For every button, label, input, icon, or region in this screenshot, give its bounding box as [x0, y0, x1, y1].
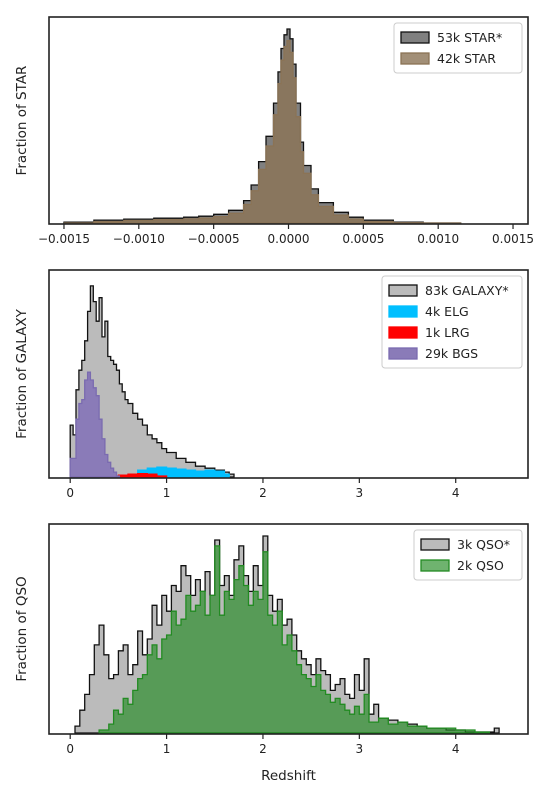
x-tick-label: 0.0005: [342, 232, 384, 246]
legend-label: 53k STAR*: [437, 30, 502, 45]
series-83k-galaxy-: [69, 285, 235, 478]
x-tick-label: 3: [356, 742, 364, 756]
legend-swatch: [388, 326, 418, 339]
legend-swatch: [400, 52, 430, 65]
axes-frame: [48, 523, 529, 735]
legend: 3k QSO* 2k QSO: [413, 529, 523, 581]
legend-label: 42k STAR: [437, 51, 496, 66]
legend: 53k STAR* 42k STAR: [393, 22, 523, 74]
x-tick-label: 4: [452, 742, 460, 756]
x-tick-label: 0.0000: [268, 232, 310, 246]
series-42k-star: [64, 40, 462, 225]
legend-swatch: [420, 538, 450, 551]
legend-swatch: [400, 31, 430, 44]
x-tick-label: 2: [259, 742, 267, 756]
panel-2: 0 1 2 3 4 Fraction of GALAXY 83k GALAXY* 4k ELG…: [14, 269, 529, 500]
x-tick-label: 2: [259, 486, 267, 500]
y-axis-label: Fraction of QSO: [14, 576, 30, 681]
x-tick-label: 0: [66, 486, 74, 500]
legend-label: 2k QSO: [457, 558, 504, 573]
legend-label: 83k GALAXY*: [425, 283, 509, 298]
legend: 83k GALAXY* 4k ELG 1k LRG 29k BGS: [381, 275, 523, 369]
series-2k-qso: [98, 545, 491, 734]
x-tick-label: 0.0010: [417, 232, 459, 246]
legend-box: [381, 275, 523, 369]
x-tick-label: −0.0015: [38, 232, 90, 246]
x-tick-label: 0.0015: [492, 232, 534, 246]
legend-swatch: [420, 559, 450, 572]
panel-3: 0 1 2 3 4 Fraction of QSO Redshift 3k QSO* 2k QS…: [14, 523, 529, 784]
legend-label: 1k LRG: [425, 325, 470, 340]
y-axis-label: Fraction of STAR: [14, 66, 30, 176]
legend-label: 3k QSO*: [457, 537, 510, 552]
axes-frame: [48, 269, 529, 479]
x-tick-label: 4: [452, 486, 460, 500]
legend-swatch: [388, 284, 418, 297]
x-tick-label: −0.0010: [113, 232, 165, 246]
x-axis-label: Redshift: [261, 768, 316, 784]
y-axis-label: Fraction of GALAXY: [14, 308, 30, 438]
x-tick-label: 3: [356, 486, 364, 500]
x-tick-label: −0.0005: [188, 232, 240, 246]
legend-swatch: [388, 305, 418, 318]
x-tick-label: 1: [163, 486, 171, 500]
x-tick-label: 0: [66, 742, 74, 756]
legend-swatch: [388, 347, 418, 360]
x-tick-label: 1: [163, 742, 171, 756]
legend-label: 29k BGS: [425, 346, 478, 361]
legend-label: 4k ELG: [425, 304, 469, 319]
panel-1: −0.0015 −0.0010 −0.0005 0.0000 0.0005 0.0010 0…: [14, 16, 534, 246]
series-29k-bgs: [69, 371, 121, 478]
